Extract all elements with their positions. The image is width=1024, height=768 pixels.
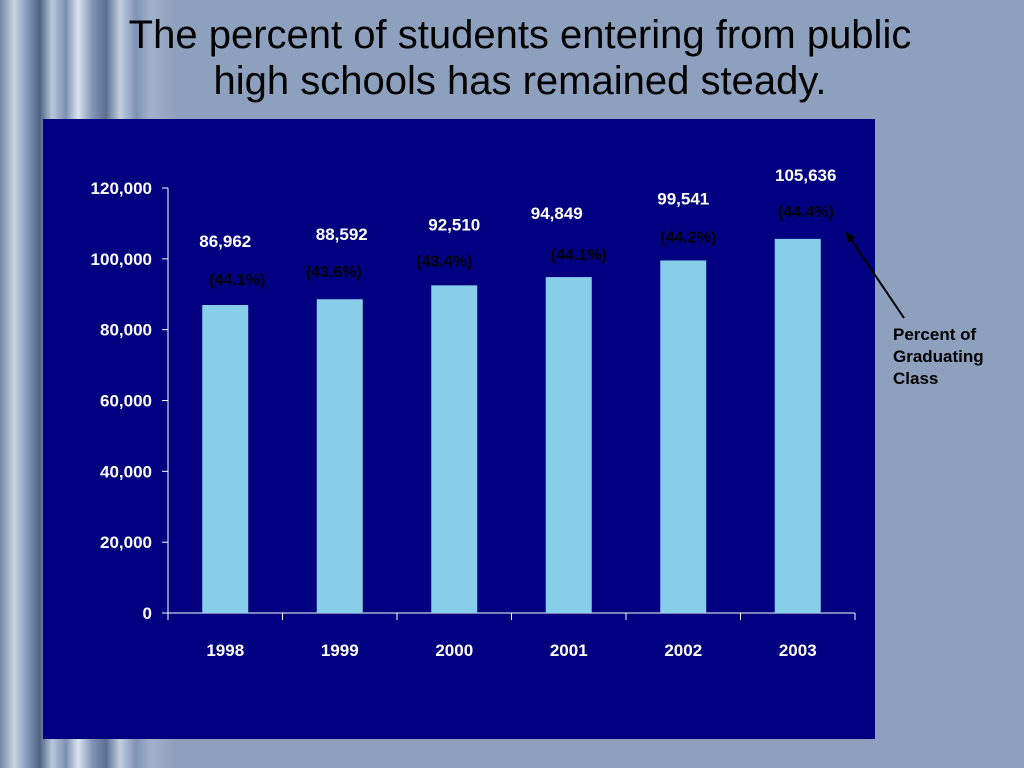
annotation-arrow-head: [846, 232, 856, 244]
bar-value-label: 88,592: [316, 225, 368, 244]
bar: [431, 285, 478, 613]
x-tick-label: 2000: [435, 641, 473, 660]
bar-percent-label: (44.1%): [209, 272, 265, 289]
bar: [660, 260, 707, 613]
bar-value-label: 94,849: [531, 204, 583, 223]
bar-percent-label: (43.6%): [306, 264, 362, 281]
bar-percent-label: (44.4%): [778, 204, 834, 221]
bar-value-label: 105,636: [775, 166, 836, 185]
bar-percent-label: (44.2%): [660, 229, 716, 246]
title-line-1: The percent of students entering from pu…: [128, 13, 912, 57]
y-tick-label: 0: [143, 604, 152, 623]
y-tick-label: 80,000: [100, 321, 152, 340]
x-tick-label: 1999: [321, 641, 359, 660]
bar-value-label: 92,510: [428, 215, 480, 234]
y-tick-label: 100,000: [91, 250, 152, 269]
annotation-arrow-line: [845, 231, 905, 319]
y-tick-label: 40,000: [100, 462, 152, 481]
bar-chart: 0 20,000 40,000 60,000 80,000 100,000 120,000 1…: [91, 166, 905, 660]
y-tick-label: 60,000: [100, 392, 152, 411]
bar: [545, 277, 592, 613]
bar: [316, 299, 363, 613]
bar: [774, 238, 821, 613]
x-tick-label: 2001: [550, 641, 588, 660]
percent-annotation-label: Percent of Graduating Class: [893, 325, 984, 388]
title-line-2: high schools has remained steady.: [213, 59, 827, 103]
slide-title: The percent of students entering from pu…: [40, 12, 1000, 104]
bar-percent-label: (43.4%): [416, 253, 472, 270]
bar: [202, 305, 249, 613]
bar-value-label: 86,962: [199, 232, 251, 251]
bar-value-label: 99,541: [657, 189, 709, 208]
y-tick-label: 20,000: [100, 533, 152, 552]
x-tick-label: 2002: [664, 641, 702, 660]
y-tick-label: 120,000: [91, 179, 152, 198]
chart-panel: 0 20,000 40,000 60,000 80,000 100,000 120,000 1…: [43, 119, 905, 739]
x-tick-label: 1998: [206, 641, 244, 660]
bar-percent-label: (44.1%): [551, 247, 607, 264]
x-tick-label: 2003: [779, 641, 817, 660]
